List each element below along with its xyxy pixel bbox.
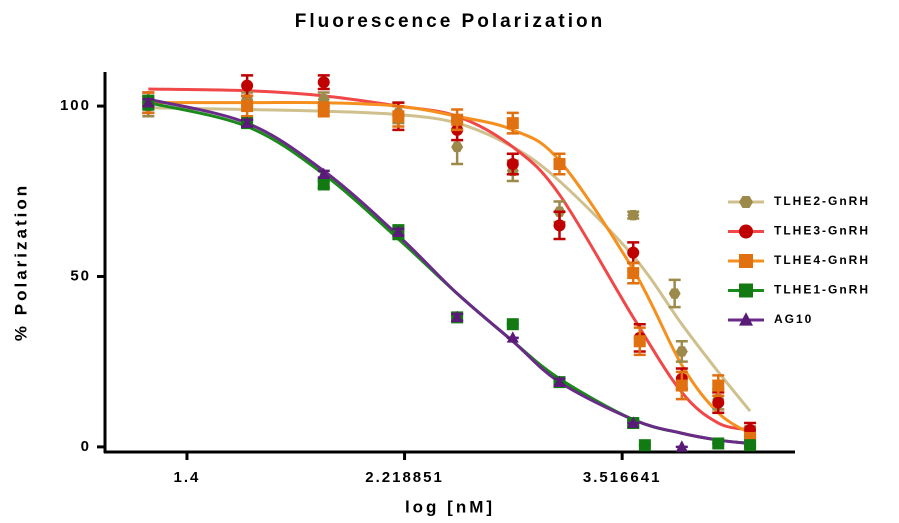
data-point: [712, 396, 725, 409]
data-point: [675, 440, 688, 452]
legend-label: TLHE4-GnRH: [774, 253, 870, 267]
data-point: [392, 225, 405, 237]
data-point: [317, 167, 330, 180]
y-tick-label: 0: [81, 438, 91, 455]
data-point: [627, 416, 640, 428]
legend-marker: [739, 224, 753, 239]
legend-marker: [739, 254, 753, 268]
legend-label: TLHE3-GnRH: [774, 224, 870, 238]
legend-label: TLHE1-GnRH: [774, 283, 870, 297]
data-point: [712, 379, 725, 392]
data-point: [451, 113, 464, 126]
data-point: [744, 439, 757, 452]
data-point: [668, 288, 681, 299]
data-point: [553, 158, 566, 171]
chart-title: Fluorescence Polarization: [295, 11, 605, 32]
fit-curve: [148, 87, 751, 432]
fit-curve: [147, 101, 751, 445]
fit-curve: [148, 106, 752, 413]
data-point: [317, 103, 330, 116]
x-tick-label: 1.4: [174, 469, 201, 486]
data-point: [451, 141, 464, 153]
legend-marker: [739, 283, 753, 298]
data-point: [241, 116, 254, 128]
data-point: [392, 110, 405, 123]
data-point: [553, 219, 566, 232]
data-point: [712, 437, 725, 450]
data-point: [633, 335, 646, 348]
x-tick-label: 3.516641: [583, 469, 662, 486]
data-point: [451, 310, 464, 323]
data-point: [627, 209, 640, 221]
y-axis-label: % Polarization: [11, 183, 30, 341]
data-point: [506, 117, 519, 130]
y-tick-label: 100: [60, 97, 91, 114]
data-point: [506, 331, 519, 343]
legend-label: TLHE2-GnRH: [774, 194, 870, 208]
data-point: [317, 178, 330, 191]
x-tick-label: 2.218851: [365, 469, 444, 486]
fit-curve: [148, 100, 751, 435]
legend-label: AG10: [774, 312, 813, 326]
data-point: [638, 439, 651, 452]
data-point: [142, 96, 155, 108]
x-axis-label: log [nM]: [405, 497, 495, 516]
data-point: [627, 246, 640, 259]
data-point: [675, 379, 688, 392]
data-point: [241, 100, 254, 113]
data-point: [675, 346, 688, 357]
legend-marker: [739, 312, 753, 326]
data-point: [317, 76, 330, 89]
data-point: [506, 158, 519, 171]
data-point: [627, 267, 640, 280]
data-point: [553, 375, 566, 387]
legend-marker: [739, 195, 753, 209]
y-tick-label: 50: [70, 267, 91, 284]
fit-curve: [147, 97, 751, 445]
data-point: [506, 318, 519, 331]
data-point: [241, 79, 254, 92]
